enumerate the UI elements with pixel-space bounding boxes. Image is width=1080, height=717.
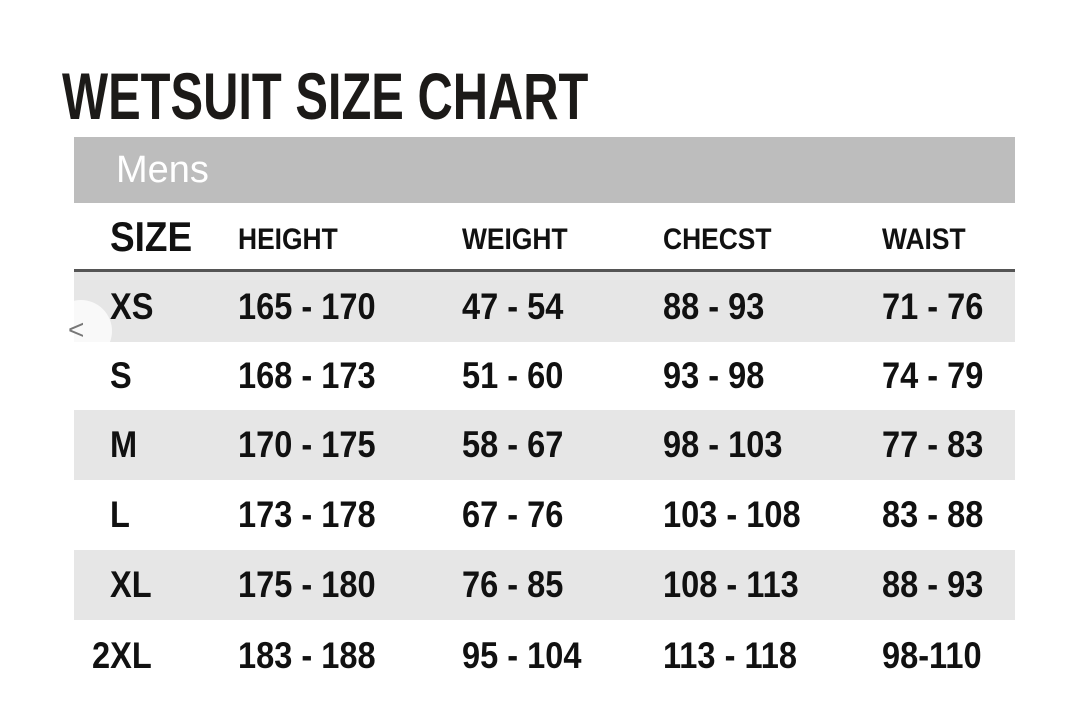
- cell-height: 165 - 170: [238, 286, 376, 327]
- cell-waist: 98-110: [882, 635, 982, 676]
- cell-weight: 58 - 67: [462, 424, 564, 465]
- cell-chest: 98 - 103: [663, 424, 783, 465]
- cell-size: M: [110, 424, 138, 465]
- cell-chest: 113 - 118: [663, 635, 797, 676]
- cell-weight: 95 - 104: [462, 635, 582, 676]
- cell-waist: 71 - 76: [882, 286, 984, 327]
- cell-height: 170 - 175: [238, 424, 376, 465]
- table-row: M 170 - 175 58 - 67 98 - 103 77 - 83: [74, 410, 1015, 480]
- cell-waist: 88 - 93: [882, 564, 984, 605]
- chart-title: WETSUIT SIZE CHART: [62, 59, 589, 133]
- cell-waist: 83 - 88: [882, 494, 984, 535]
- chevron-left-icon: <: [68, 314, 85, 345]
- table-row: L 173 - 178 67 - 76 103 - 108 83 - 88: [74, 480, 1015, 550]
- column-header-size: SIZE: [110, 213, 193, 260]
- cell-height: 168 - 173: [238, 355, 376, 396]
- table-row: XL 175 - 180 76 - 85 108 - 113 88 - 93: [74, 550, 1015, 620]
- cell-height: 173 - 178: [238, 494, 376, 535]
- cell-size: XS: [110, 286, 154, 327]
- carousel-prev-button[interactable]: <: [50, 300, 112, 362]
- cell-height: 183 - 188: [238, 635, 376, 676]
- cell-weight: 51 - 60: [462, 355, 564, 396]
- cell-weight: 76 - 85: [462, 564, 564, 605]
- cell-chest: 93 - 98: [663, 355, 765, 396]
- column-header-weight: WEIGHT: [462, 223, 568, 256]
- column-header-waist: WAIST: [882, 223, 966, 256]
- cell-chest: 108 - 113: [663, 564, 799, 605]
- cell-weight: 47 - 54: [462, 286, 564, 327]
- table-row: XS 165 - 170 47 - 54 88 - 93 71 - 76: [74, 272, 1015, 342]
- column-header-chest: CHECST: [663, 223, 772, 256]
- cell-weight: 67 - 76: [462, 494, 564, 535]
- cell-height: 175 - 180: [238, 564, 376, 605]
- cell-waist: 77 - 83: [882, 424, 984, 465]
- cell-size: XL: [110, 564, 152, 605]
- cell-size: S: [110, 355, 132, 396]
- table-row: 2XL 183 - 188 95 - 104 113 - 118 98-110: [74, 621, 1015, 691]
- cell-size: L: [110, 494, 130, 535]
- column-header-height: HEIGHT: [238, 223, 338, 256]
- table-row: S 168 - 173 51 - 60 93 - 98 74 - 79: [74, 341, 1015, 411]
- group-label: Mens: [116, 149, 209, 191]
- group-header-mens: Mens: [74, 137, 1015, 203]
- cell-chest: 88 - 93: [663, 286, 765, 327]
- cell-chest: 103 - 108: [663, 494, 801, 535]
- cell-size: 2XL: [92, 635, 152, 676]
- cell-waist: 74 - 79: [882, 355, 984, 396]
- table-header: SIZE HEIGHT WEIGHT CHECST WAIST: [74, 203, 1015, 272]
